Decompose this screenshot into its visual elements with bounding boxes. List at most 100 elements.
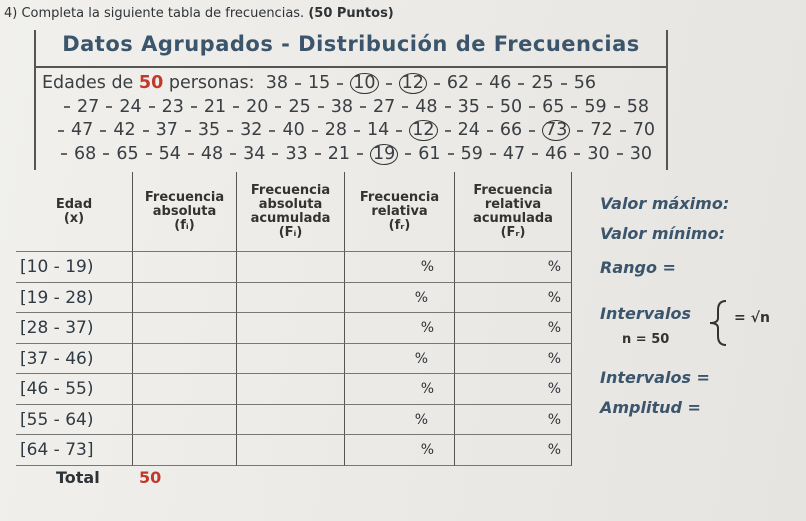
- age: 27: [373, 96, 396, 117]
- separator: [476, 82, 483, 85]
- separator: [148, 106, 155, 109]
- total-label: Total: [56, 467, 100, 487]
- age: 21: [203, 96, 227, 117]
- separator: [106, 106, 113, 109]
- age: 25: [531, 73, 554, 93]
- age: 58: [626, 96, 649, 117]
- header-cell: Frecuencia relativa acumulada (Fᵣ): [455, 172, 572, 252]
- age: 47: [502, 143, 526, 164]
- age: 70: [632, 120, 655, 140]
- separator: [337, 82, 344, 85]
- separator: [577, 129, 584, 132]
- circled-age: 19: [370, 143, 399, 165]
- header-line: (Fᵣ): [500, 224, 526, 240]
- age: 20: [246, 96, 269, 117]
- age: 65: [116, 143, 139, 164]
- table-cell: [64 - 73]: [16, 435, 133, 466]
- table-cell: %: [345, 435, 455, 466]
- table-cell: %: [345, 282, 455, 313]
- header-line: Frecuencia: [359, 189, 440, 205]
- table-cell: [133, 252, 237, 283]
- age: 38: [330, 96, 353, 117]
- separator: [385, 82, 392, 85]
- age: 65: [542, 96, 565, 117]
- table-cell: %: [455, 435, 572, 466]
- age: 21: [327, 143, 350, 164]
- age: 23: [161, 96, 184, 117]
- rule: [36, 66, 666, 68]
- age: 14: [367, 120, 390, 140]
- separator: [103, 153, 110, 156]
- age: 61: [418, 143, 441, 164]
- age: 42: [113, 120, 136, 140]
- age: 37: [155, 120, 178, 140]
- age: 62: [446, 73, 470, 93]
- table-cell: %: [455, 404, 572, 435]
- separator: [233, 106, 240, 109]
- separator: [402, 106, 409, 109]
- header-line: absoluta: [258, 196, 323, 212]
- instruction: 4) Completa la siguiente tabla de frecue…: [4, 6, 394, 21]
- separator: [190, 106, 197, 109]
- separator: [184, 129, 191, 132]
- separator: [275, 106, 282, 109]
- ages: Edades de 50 personas: 38 15 10 12 62 46 25 56 2…: [42, 72, 664, 166]
- age: 28: [324, 120, 347, 140]
- sqrt-label: = √n: [734, 310, 770, 326]
- intro-text: personas:: [168, 73, 255, 93]
- header-cell: Frecuencia absoluta (fᵢ): [133, 172, 237, 252]
- separator: [560, 82, 567, 85]
- header-line: Frecuencia: [473, 182, 553, 198]
- age: 48: [415, 96, 438, 117]
- header-line: relativa: [484, 196, 542, 212]
- header-line: absoluta: [152, 203, 217, 219]
- table-cell: %: [345, 374, 455, 405]
- age: 47: [71, 120, 94, 140]
- table-cell: [10 - 19): [16, 252, 133, 283]
- table-cell: %: [455, 252, 572, 283]
- table-cell: [237, 435, 345, 466]
- intervals-eq-label: Intervalos =: [600, 368, 710, 387]
- age: 72: [590, 120, 613, 140]
- age: 24: [119, 96, 142, 117]
- table-cell: [19 - 28): [16, 282, 133, 313]
- header-cell: Frecuencia absoluta acumulada (Fᵢ): [237, 172, 345, 252]
- data-box: Datos Agrupados - Distribución de Frecue…: [34, 30, 668, 170]
- separator: [317, 106, 324, 109]
- separator: [529, 129, 536, 132]
- separator: [574, 153, 581, 156]
- separator: [354, 129, 360, 132]
- age: 50: [499, 96, 523, 117]
- age: 15: [308, 73, 331, 93]
- separator: [357, 153, 363, 156]
- table-cell: [133, 374, 237, 405]
- table-cell: [133, 404, 237, 435]
- age: 30: [587, 143, 610, 164]
- age: 46: [545, 143, 568, 164]
- instruction-text: 4) Completa la siguiente tabla de frecue…: [4, 6, 305, 21]
- age: 32: [240, 120, 263, 140]
- total-value: 50: [139, 467, 162, 487]
- separator: [360, 106, 366, 109]
- min-label: Valor mínimo:: [600, 224, 725, 243]
- separator: [529, 106, 536, 109]
- header-line: (fᵢ): [174, 217, 195, 233]
- table-cell: [28 - 37): [16, 313, 133, 344]
- age: 33: [285, 143, 308, 164]
- separator: [405, 153, 412, 156]
- table-cell: [133, 343, 237, 374]
- table-cell: [133, 435, 237, 466]
- age: 54: [158, 143, 181, 164]
- separator: [272, 153, 279, 156]
- age: 24: [457, 120, 480, 140]
- circled-age: 10: [350, 73, 379, 95]
- age: 34: [243, 143, 266, 164]
- table-cell: %: [455, 313, 572, 344]
- header-line: acumulada: [473, 210, 553, 226]
- separator: [100, 129, 107, 132]
- age-line: 47 42 37 35 32 40 28 14 12 24 66 73 72 70: [42, 119, 664, 143]
- table-cell: %: [345, 404, 455, 435]
- separator: [486, 129, 493, 132]
- table-cell: %: [455, 343, 572, 374]
